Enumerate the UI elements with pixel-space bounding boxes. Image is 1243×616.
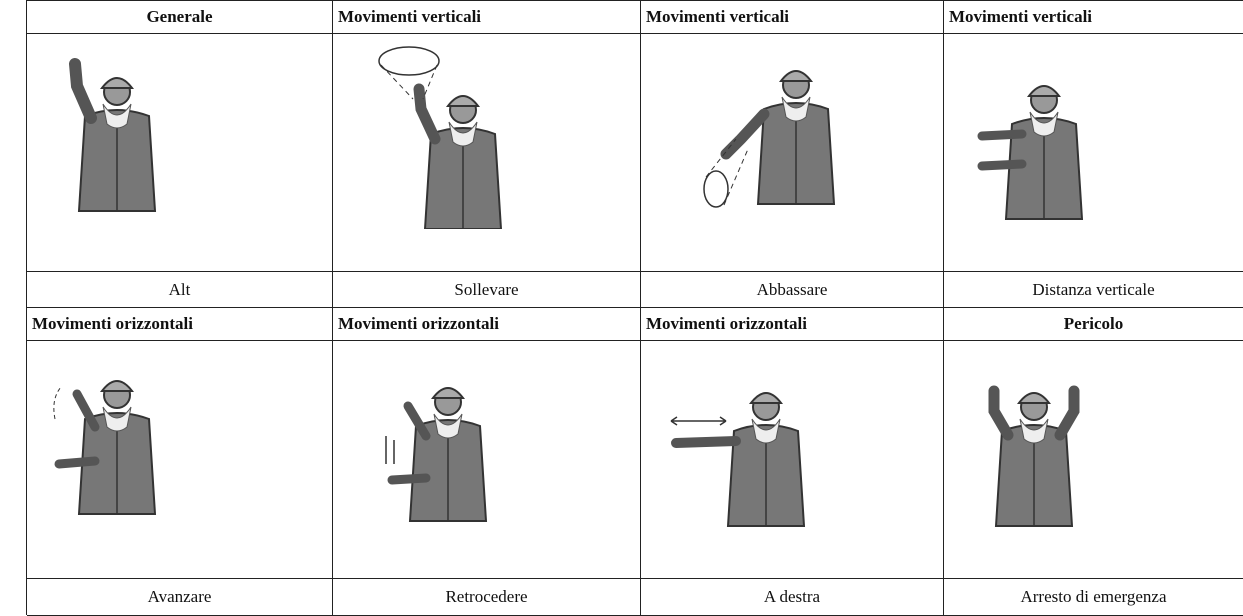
signal-image (333, 34, 641, 272)
signal-image (944, 34, 1243, 272)
cell-header: Movimenti verticali (641, 1, 944, 34)
figure (53, 349, 187, 519)
cell-caption: Distanza verticale (944, 272, 1243, 308)
cell-caption: Alt (27, 272, 333, 308)
cell-caption: Arresto di emergenza (944, 579, 1243, 616)
signal-image (944, 341, 1243, 579)
cell-header: Movimenti verticali (333, 1, 641, 34)
signal-image (641, 34, 944, 272)
cell-caption: Sollevare (333, 272, 641, 308)
signal-table: Generale Movimenti verticali Movimenti v… (26, 0, 1243, 616)
cell-caption: Retrocedere (333, 579, 641, 616)
figure (977, 54, 1114, 224)
cell-header: Movimenti orizzontali (641, 308, 944, 341)
signal-image (333, 341, 641, 579)
figure (988, 385, 1080, 531)
figure (703, 70, 835, 208)
cell-header: Movimenti verticali (944, 1, 1243, 34)
cell-caption: Avanzare (27, 579, 333, 616)
figure (69, 58, 187, 216)
cell-caption: Abbassare (641, 272, 944, 308)
cell-caption: A destra (641, 579, 944, 616)
figure (670, 392, 805, 527)
signal-image (27, 34, 333, 272)
signal-image (27, 341, 333, 579)
figure (378, 46, 502, 229)
cell-header: Pericolo (944, 308, 1243, 341)
cell-header: Movimenti orizzontali (27, 308, 333, 341)
cell-header: Movimenti orizzontali (333, 308, 641, 341)
signal-image (641, 341, 944, 579)
figure (385, 356, 518, 526)
cell-header: Generale (27, 1, 333, 34)
